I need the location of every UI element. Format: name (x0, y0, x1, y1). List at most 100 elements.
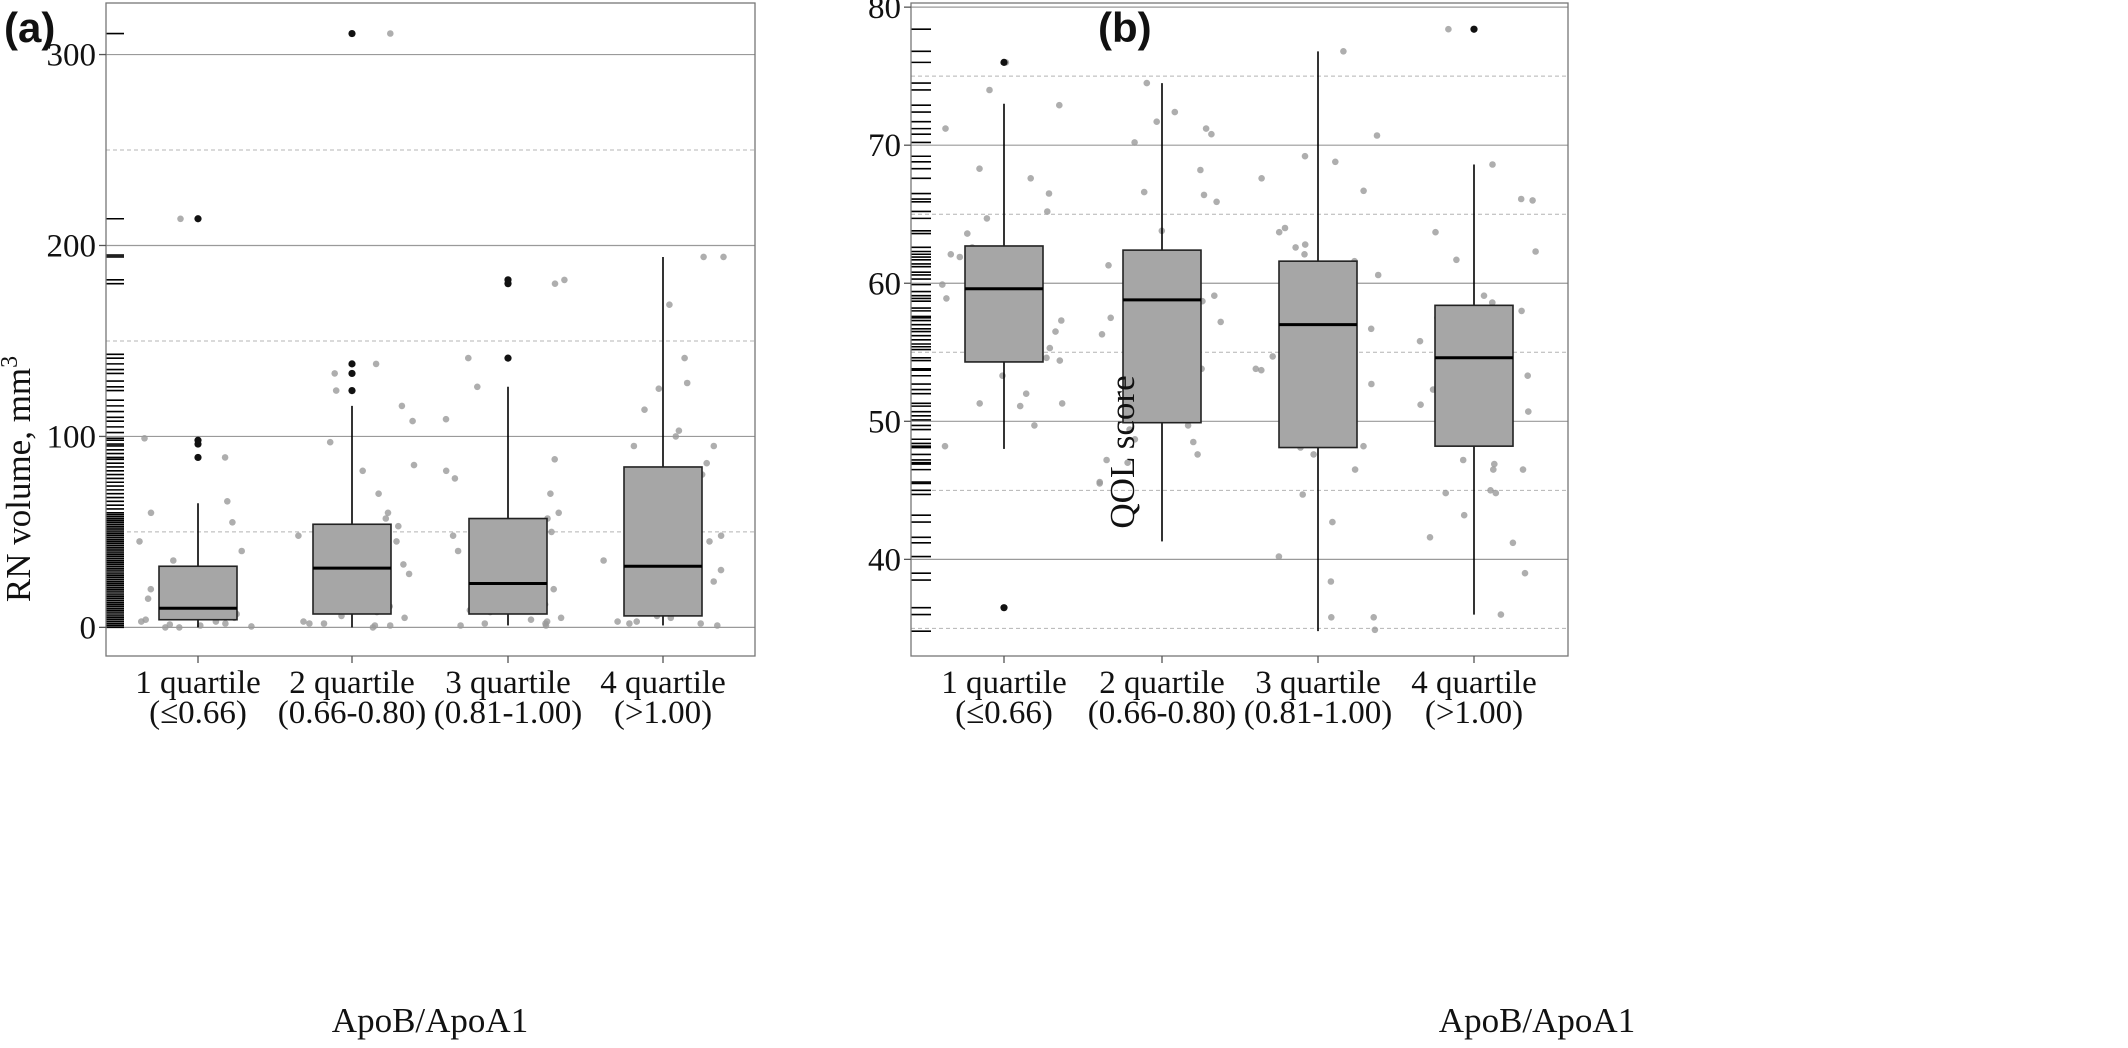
panel-a-jitter-point (177, 215, 184, 223)
panel-a-jitter-point (542, 622, 550, 629)
panel-b-jitter-point (1143, 79, 1151, 87)
panel-a-jitter-point (706, 538, 713, 545)
panel-b-jitter-point (1096, 480, 1103, 487)
panel-b-jitter-point (1519, 466, 1527, 473)
panel-a-x-tick-label-line1: 1 quartile (135, 665, 261, 701)
panel-b-jitter-point (947, 251, 955, 258)
panel-b-jitter-point (1492, 489, 1500, 497)
panel-a-jitter-point (410, 461, 418, 469)
panel-a-jitter-point (641, 406, 648, 414)
panel-a-jitter-point (675, 427, 683, 435)
panel-a-jitter-point (700, 253, 707, 261)
panel-b-jitter-point (1281, 224, 1289, 232)
panel-b-jitter-point (1480, 292, 1488, 300)
panel-b-jitter-point (1056, 101, 1063, 109)
panel-b-jitter-point (1027, 175, 1034, 182)
panel-a-box (468, 517, 548, 615)
panel-b-jitter-point (1460, 511, 1468, 519)
panel-a-jitter-point (481, 620, 489, 627)
panel-b-jitter-point (1490, 466, 1497, 473)
panel-b-jitter-point (1332, 158, 1339, 166)
panel-b-label: (b) (1098, 4, 1152, 51)
panel-b-jitter-point (1258, 366, 1265, 374)
panel-a-outlier-point (504, 354, 512, 362)
panel-b-jitter-point (1360, 187, 1367, 195)
panel-b-jitter-point (964, 230, 971, 237)
panel-a-jitter-point (326, 438, 334, 446)
panel-b-jitter-point (986, 86, 993, 94)
panel-a-jitter-point (331, 370, 339, 377)
panel-a-jitter-point (400, 561, 407, 568)
panel-a-plot-frame (105, 2, 756, 657)
panel-a-jitter-point (717, 532, 725, 539)
panel-a-jitter-point (703, 459, 710, 467)
panel-a-jitter-point (382, 515, 390, 522)
panel-a-y-tick-label: 100 (47, 419, 97, 455)
panel-a-jitter-point (405, 570, 413, 578)
panel-b-jitter-point (1103, 456, 1110, 464)
panel-b-jitter-point (1140, 188, 1148, 196)
panel-b-jitter-point (1453, 256, 1460, 264)
panel-a-jitter-point (614, 618, 621, 625)
panel-b-jitter-point (1360, 442, 1367, 450)
panel-a-y-axis-title: RN volume, mm3 (0, 356, 38, 602)
panel-b-jitter-point (1171, 108, 1179, 116)
panel-b-jitter-point (1217, 318, 1224, 326)
panel-b-jitter-point (1301, 241, 1309, 248)
panel-b-jitter-point (1056, 357, 1064, 364)
panel-b-jitter-point (1351, 466, 1359, 473)
panel-a-jitter-point (442, 467, 450, 475)
panel-a-jitter-point (359, 467, 367, 475)
panel-b-x-tick-label-line2: (≤0.66) (955, 695, 1053, 731)
panel-b-jitter-point (1043, 354, 1050, 362)
panel-a-jitter-point (295, 532, 302, 539)
panel-a-jitter-point (375, 490, 382, 498)
panel-b-jitter-point (1202, 125, 1210, 132)
panel-a-jitter-point (714, 622, 721, 629)
panel-b-jitter-point (1328, 614, 1335, 621)
panel-b-jitter-point (1367, 325, 1375, 333)
panel-a-jitter-point (710, 442, 718, 450)
panel-a-jitter-point (474, 383, 481, 391)
panel-b-jitter-point (1442, 489, 1449, 497)
panel-b-jitter-point (1525, 408, 1532, 415)
panel-b-jitter-point (1098, 331, 1106, 338)
panel-a-jitter-point (176, 624, 183, 631)
panel-b-y-tick-label: 70 (868, 128, 901, 164)
panel-a-label: (a) (4, 4, 55, 51)
panel-b-x-tick-label-line2: (0.81-1.00) (1244, 695, 1392, 731)
panel-a-jitter-point (681, 354, 688, 362)
panel-a-jitter-point (372, 360, 380, 368)
panel-b-jitter-point (1184, 422, 1192, 429)
panel-b-jitter-point (956, 253, 964, 261)
panel-a-jitter-point (144, 595, 152, 602)
panel-b-jitter-point (1058, 317, 1065, 324)
panel-a-jitter-point (238, 547, 245, 555)
panel-b-jitter-point (1200, 191, 1208, 199)
panel-b-jitter-point (1489, 161, 1496, 168)
panel-a-jitter-point (454, 547, 462, 555)
panel-a-jitter-point (633, 618, 640, 625)
panel-a-jitter-point (166, 621, 174, 628)
panel-b-jitter-point (1301, 251, 1308, 258)
panel-a-jitter-point (655, 385, 663, 393)
panel-a-jitter-point (248, 623, 255, 630)
panel-a-jitter-point (683, 379, 691, 387)
panel-b-jitter-point (1432, 228, 1439, 236)
panel-b-jitter-point (1046, 344, 1054, 352)
panel-a-jitter-point (332, 387, 340, 394)
panel-b-x-tick-label-line2: (>1.00) (1425, 695, 1523, 731)
panel-b-jitter-point (1529, 197, 1536, 204)
panel-b-plot-frame (910, 2, 1569, 657)
panel-a-jitter-point (551, 280, 559, 288)
panel-a-jitter-point (409, 417, 416, 425)
panel-b-jitter-point (999, 372, 1006, 380)
panel-b-jitter-point (1489, 299, 1496, 306)
panel-b-jitter-point (1275, 228, 1283, 236)
panel-a-jitter-point (527, 616, 535, 623)
panel-b-jitter-point (1521, 569, 1529, 577)
panel-a-jitter-point (138, 618, 145, 625)
panel-a-jitter-point (451, 475, 459, 482)
panel-a-jitter-point (221, 454, 229, 461)
